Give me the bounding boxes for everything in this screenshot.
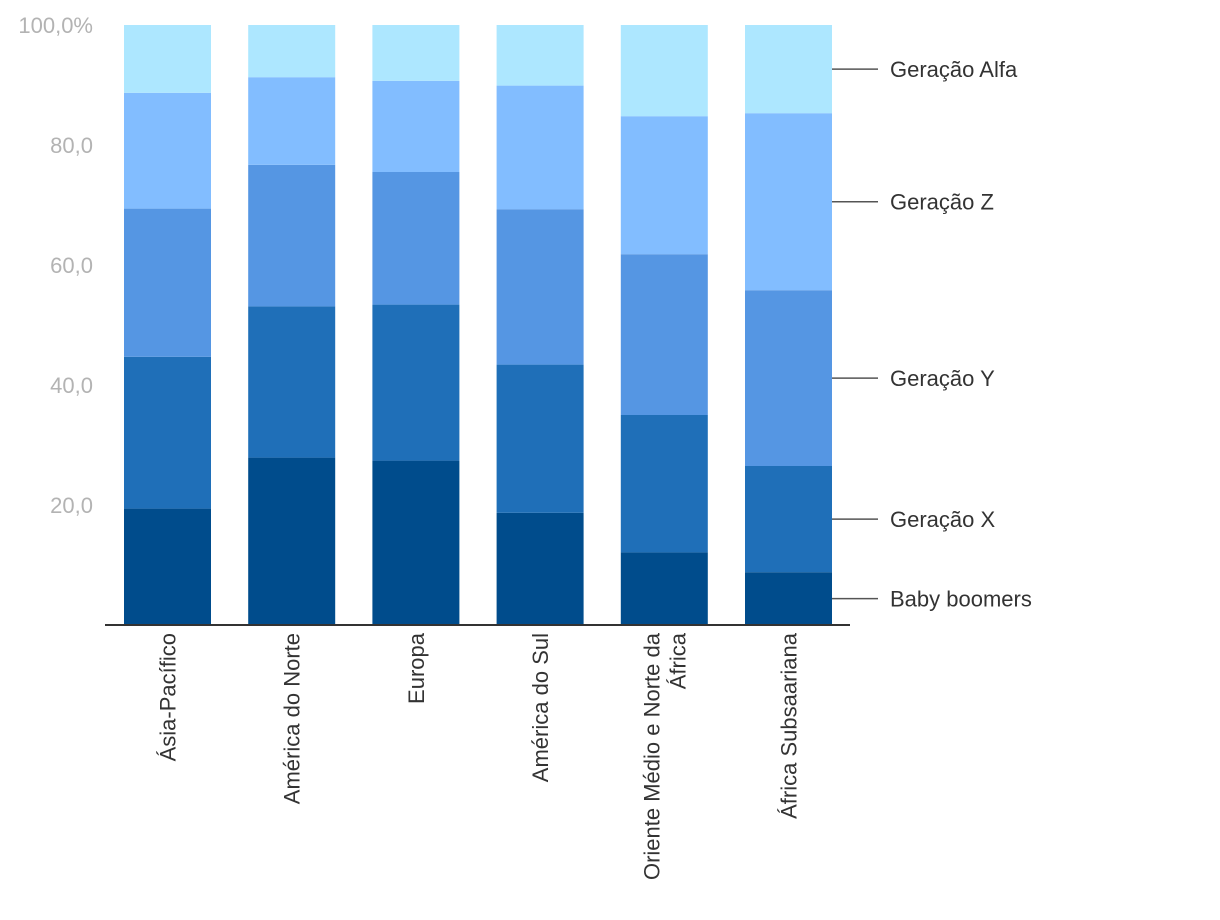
bar-segment-2-0 — [124, 208, 211, 357]
bar-segment-3-4 — [620, 116, 708, 255]
bar-segment-0-0 — [124, 508, 211, 625]
bars-group — [124, 25, 832, 625]
bar-segment-2-2 — [372, 172, 460, 305]
bar-segment-3-0 — [124, 92, 211, 209]
bar-segment-1-3 — [496, 364, 584, 513]
category-label-2: Europa — [404, 632, 429, 704]
bar-segment-0-5 — [745, 572, 832, 625]
bar-segment-4-4 — [620, 25, 708, 117]
bar-segment-4-5 — [745, 25, 832, 114]
bar-segment-3-2 — [372, 80, 460, 172]
bar-segment-0-1 — [248, 457, 336, 625]
bar-segment-1-2 — [372, 304, 460, 461]
y-tick-label-0: 20,0 — [50, 493, 93, 518]
bar-segment-4-3 — [496, 25, 584, 86]
bar-segment-1-5 — [745, 466, 832, 573]
category-labels: Ásia-Pacífico América do Norte Europa Améri… — [156, 632, 802, 880]
bar-segment-3-5 — [745, 113, 832, 291]
bar-segment-0-2 — [372, 460, 460, 625]
bar-segment-2-1 — [248, 164, 336, 307]
category-label-0: Ásia-Pacífico — [156, 633, 181, 761]
bar-segment-4-1 — [248, 25, 336, 78]
bar-segment-3-3 — [496, 85, 584, 210]
legend-label-1: Geração X — [890, 507, 995, 532]
bar-segment-2-5 — [745, 290, 832, 466]
legend-label-2: Geração Y — [890, 366, 995, 391]
legend-label-0: Baby boomers — [890, 587, 1032, 612]
legend-label-4: Geração Alfa — [890, 57, 1018, 82]
bar-segment-1-0 — [124, 356, 211, 509]
legend-label-3: Geração Z — [890, 190, 994, 215]
category-label-1: América do Norte — [280, 633, 305, 804]
bar-segment-1-4 — [620, 415, 708, 553]
bar-segment-3-1 — [248, 77, 336, 165]
bar-segment-4-2 — [372, 25, 460, 81]
category-label-5: África Subsaariana — [777, 632, 802, 819]
category-label-4-line-0: Oriente Médio e Norte da — [639, 632, 664, 880]
y-tick-label-4: 100,0% — [18, 13, 93, 38]
y-tick-label-1: 40,0 — [50, 373, 93, 398]
y-tick-label-3: 80,0 — [50, 133, 93, 158]
bar-segment-0-4 — [620, 552, 708, 625]
category-label-3: América do Sul — [528, 633, 553, 782]
bar-segment-4-0 — [124, 25, 211, 93]
y-tick-label-2: 60,0 — [50, 253, 93, 278]
bar-segment-2-4 — [620, 254, 708, 415]
bar-segment-1-1 — [248, 306, 336, 458]
y-axis-ticks: 20,0 40,0 60,0 80,0 100,0% — [18, 13, 93, 518]
category-label-4-line-1: África — [665, 632, 690, 689]
bar-segment-2-3 — [496, 209, 584, 365]
legend: Baby boomers Geração X Geração Y Geração Z G… — [832, 57, 1032, 612]
bar-segment-0-3 — [496, 512, 584, 625]
